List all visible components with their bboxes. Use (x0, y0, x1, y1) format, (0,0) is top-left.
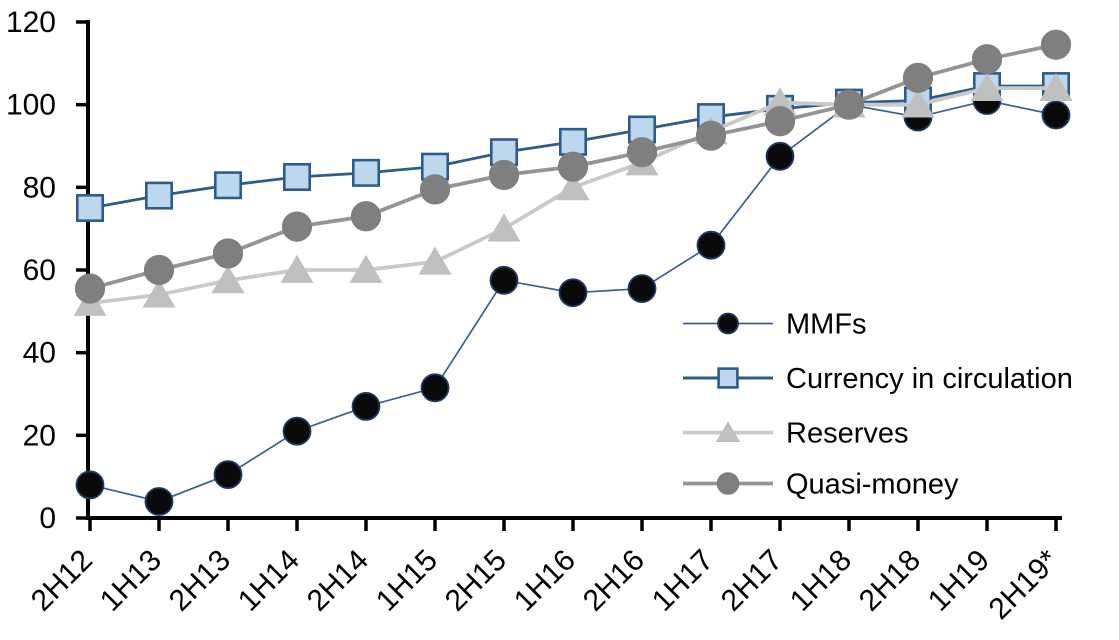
data-point-mmfs (75, 470, 105, 500)
data-point-mmfs (696, 230, 726, 260)
y-tick-label: 0 (39, 502, 56, 535)
data-point-quasi-money (1040, 29, 1072, 60)
x-tick-label: 2H15 (439, 544, 513, 618)
x-tick-label: 1H19 (922, 544, 996, 618)
data-point-quasi-money (74, 273, 106, 304)
legend-label: MMFs (786, 309, 867, 341)
legend: MMFs Currency in circulation Reserves Quasi… (683, 309, 1073, 501)
legend-marker (716, 472, 740, 495)
x-tick-label: 1H17 (646, 544, 720, 618)
data-point-mmfs (282, 416, 312, 446)
x-tick-label: 2H16 (577, 544, 651, 618)
data-point-reserves (763, 87, 797, 116)
y-tick-label: 120 (6, 6, 56, 39)
y-tick-label: 60 (23, 254, 56, 287)
legend-item-mmfs: MMFs (683, 309, 867, 341)
data-point-quasi-money (350, 201, 382, 232)
data-point-reserves (556, 172, 590, 201)
data-point-reserves (142, 279, 176, 308)
data-point-quasi-money (212, 238, 244, 269)
data-point-reserves (211, 265, 245, 294)
legend-label: Quasi-money (786, 469, 959, 501)
data-point-reserves (280, 254, 314, 283)
data-point-reserves (349, 254, 383, 283)
data-point-quasi-money (971, 44, 1003, 75)
data-point-mmfs (351, 391, 381, 421)
x-tick-label: 1H18 (784, 544, 858, 618)
data-point-mmfs (558, 278, 588, 308)
x-tick-label: 2H19* (983, 543, 1066, 626)
data-point-quasi-money (764, 106, 796, 137)
data-point-mmfs (213, 460, 243, 490)
data-point-currency-in-circulation (489, 138, 518, 167)
data-point-mmfs (627, 274, 657, 304)
x-tick-label: 1H13 (94, 544, 168, 618)
legend-marker (715, 421, 741, 443)
data-point-reserves (970, 72, 1004, 102)
data-point-mmfs (765, 141, 795, 171)
y-tick-label: 20 (23, 419, 56, 452)
y-tick-label: 80 (23, 171, 56, 204)
data-point-reserves (1039, 72, 1073, 102)
data-point-currency-in-circulation (351, 158, 380, 187)
x-tick-label: 2H12 (25, 544, 99, 618)
series-quasi-money (74, 29, 1072, 304)
legend-item-quasi-money: Quasi-money (683, 469, 959, 501)
data-point-mmfs (420, 373, 450, 403)
data-point-reserves (418, 246, 452, 275)
legend-marker (717, 312, 739, 335)
data-point-quasi-money (419, 174, 451, 205)
data-point-quasi-money (626, 137, 658, 168)
data-point-quasi-money (695, 120, 727, 151)
data-point-reserves (487, 213, 521, 242)
data-point-quasi-money (902, 62, 934, 93)
data-point-currency-in-circulation (145, 181, 174, 210)
legend-item-reserves: Reserves (683, 418, 909, 450)
legend-item-currency-in-circulation: Currency in circulation (683, 363, 1073, 395)
x-tick-label: 1H14 (232, 544, 306, 618)
data-point-quasi-money (488, 159, 520, 191)
data-point-mmfs (489, 265, 519, 295)
x-tick-label: 2H14 (301, 544, 375, 618)
y-tick-label: 40 (23, 337, 56, 370)
x-tick-label: 1H16 (508, 544, 582, 618)
x-tick-label: 2H13 (163, 544, 237, 618)
y-tick-label: 100 (6, 89, 56, 122)
x-tick-label: 2H18 (853, 544, 927, 618)
data-point-reserves (901, 89, 935, 118)
data-point-quasi-money (833, 89, 865, 120)
data-point-currency-in-circulation (558, 127, 587, 156)
data-point-mmfs (1041, 100, 1071, 130)
legend-marker (717, 367, 739, 389)
data-point-currency-in-circulation (214, 171, 243, 200)
data-point-quasi-money (557, 151, 589, 182)
data-point-quasi-money (143, 254, 175, 286)
x-tick-label: 2H17 (715, 544, 789, 618)
x-tick-label: 1H15 (370, 544, 444, 618)
data-point-quasi-money (281, 211, 313, 242)
data-point-currency-in-circulation (282, 163, 311, 192)
data-point-currency-in-circulation (76, 194, 105, 223)
data-point-mmfs (144, 487, 174, 516)
legend-label: Reserves (786, 418, 909, 450)
legend-label: Currency in circulation (786, 363, 1073, 395)
